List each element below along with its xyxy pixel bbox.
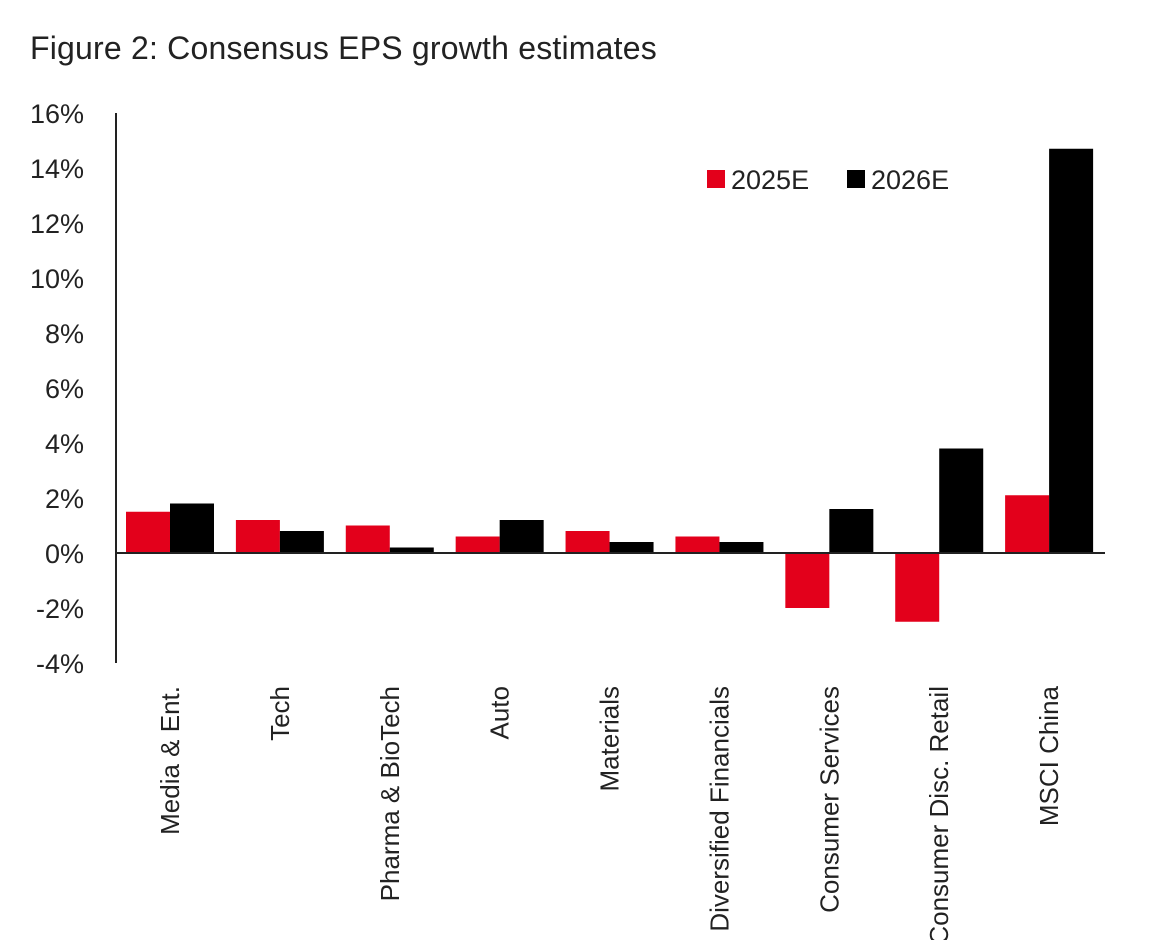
y-tick-label: 10%	[30, 264, 84, 294]
y-tick-label: -2%	[36, 594, 84, 624]
bar-2026E-5	[609, 542, 654, 553]
y-tick-label: 2%	[45, 484, 84, 514]
bar-2025E-4	[455, 536, 500, 553]
legend-swatch-2025E	[707, 170, 725, 188]
x-category-label: MSCI China	[1034, 685, 1064, 826]
bar-2026E-4	[499, 520, 544, 553]
y-tick-label: 4%	[45, 429, 84, 459]
bar-2026E-9	[1049, 148, 1094, 553]
x-category-label: Consumer Services	[814, 686, 844, 913]
bar-2025E-3	[345, 525, 390, 553]
x-category-labels: Media & Ent. Tech Pharma & BioTech Auto Mate…	[155, 685, 1064, 940]
y-tick-label: 16%	[30, 99, 84, 129]
x-category-label: Media & Ent.	[155, 686, 185, 835]
x-category-label: Consumer Disc. Retail	[924, 686, 954, 940]
bar-2026E-7	[829, 509, 874, 553]
x-category-label: Auto	[485, 686, 515, 740]
legend-label-2025E: 2025E	[731, 165, 809, 195]
y-tick-label: 8%	[45, 319, 84, 349]
bar-2025E-7	[785, 553, 830, 608]
bar-2025E-5	[565, 531, 610, 553]
y-tick-label: -4%	[36, 649, 84, 679]
x-category-label: Materials	[595, 686, 625, 791]
y-tick-label: 0%	[45, 539, 84, 569]
bar-2026E-2	[279, 531, 324, 553]
bar-2025E-9	[1005, 495, 1050, 553]
chart-title: Figure 2: Consensus EPS growth estimates	[30, 30, 657, 66]
bar-2025E-2	[235, 520, 280, 553]
bar-2026E-3	[389, 547, 434, 553]
y-tick-label: 14%	[30, 154, 84, 184]
y-tick-label: 12%	[30, 209, 84, 239]
bar-2025E-6	[675, 536, 720, 553]
legend-swatch-2026E	[847, 170, 865, 188]
bar-2025E-1	[126, 511, 170, 553]
x-category-label: Tech	[265, 686, 295, 741]
bar-2026E-1	[170, 503, 214, 553]
x-category-label: Diversified Financials	[704, 686, 734, 932]
axes-group	[115, 113, 1105, 663]
y-tick-labels: -4% -2% 0% 2% 4% 6% 8% 10% 12% 14% 16%	[30, 99, 84, 679]
legend: 2025E 2026E	[707, 165, 949, 195]
bar-2026E-8	[939, 448, 984, 553]
bar-2026E-6	[719, 542, 764, 553]
bars-group	[126, 148, 1094, 622]
bar-2025E-8	[895, 553, 940, 622]
y-tick-label: 6%	[45, 374, 84, 404]
x-category-label: Pharma & BioTech	[375, 686, 405, 901]
legend-label-2026E: 2026E	[871, 165, 949, 195]
